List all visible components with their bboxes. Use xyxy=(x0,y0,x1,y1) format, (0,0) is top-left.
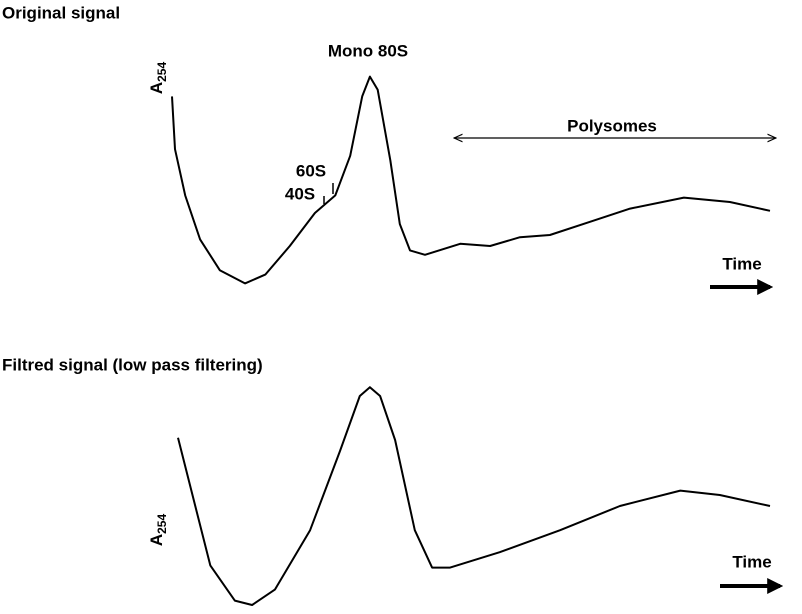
annotation: 60S xyxy=(296,161,326,180)
y-axis-label-subscript: 254 xyxy=(155,62,169,82)
y-axis-label-main: A xyxy=(147,534,166,546)
annotation: Time xyxy=(722,254,761,273)
annotation: Mono 80S xyxy=(328,41,408,60)
panel-title: Original signal xyxy=(2,3,120,22)
annotation: 40S xyxy=(285,184,315,203)
y-axis-label-subscript: 254 xyxy=(155,514,169,534)
signal-trace xyxy=(171,75,771,285)
y-axis-label: A254 xyxy=(147,62,169,95)
annotation: Time xyxy=(732,552,771,571)
panel-title: Filtred signal (low pass filtering) xyxy=(2,355,263,374)
signal-trace xyxy=(177,386,771,606)
annotation: Polysomes xyxy=(567,116,657,135)
y-axis-label-main: A xyxy=(147,82,166,94)
y-axis-label: A254 xyxy=(147,514,169,547)
